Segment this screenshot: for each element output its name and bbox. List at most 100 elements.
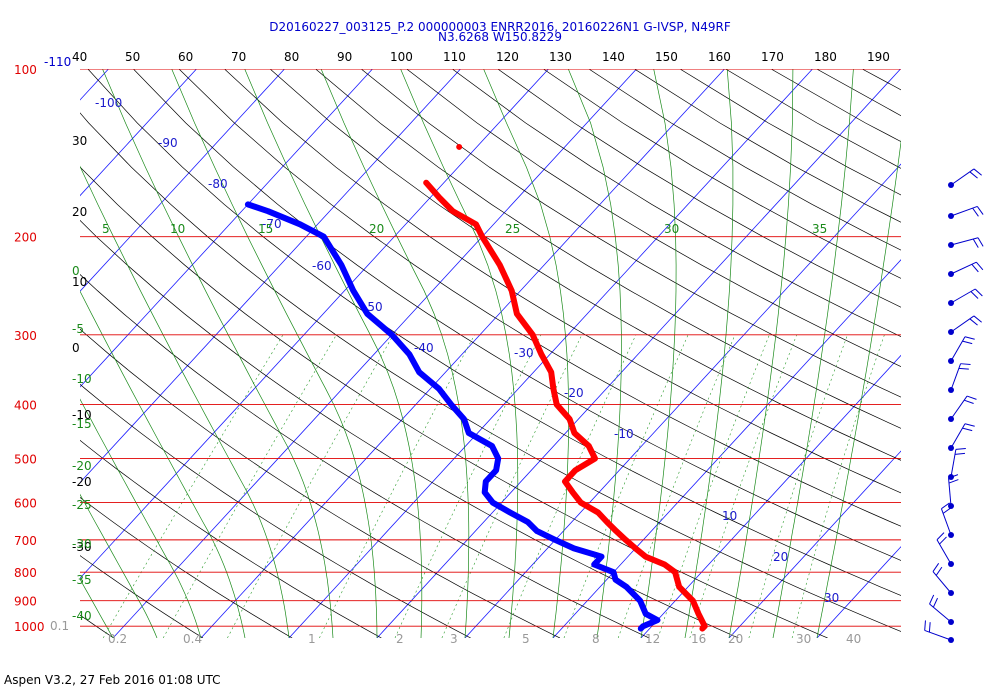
top-temp-label: 140 (602, 50, 625, 64)
dry-adiabat-line (87, 69, 901, 596)
mixing-ratio-label: 5 (522, 632, 530, 646)
wind-barb-feather (969, 318, 978, 326)
wind-barb-feather (954, 452, 965, 455)
isotherm-line (200, 69, 725, 638)
dry-adiabat-line (80, 383, 471, 638)
dry-adiabat-line (80, 614, 114, 638)
wind-barb-feather (928, 622, 931, 633)
wind-barb-feather (973, 168, 982, 176)
wind-barb-shaft (950, 237, 979, 246)
wind-barb-feather (964, 399, 974, 404)
chart-subtitle: N3.6268 W150.8229 (438, 30, 562, 44)
wind-barb-shaft (950, 395, 968, 420)
wind-barb (948, 205, 984, 219)
pressure-label: 500 (14, 452, 37, 466)
moist-adiabat-label: -35 (72, 573, 92, 587)
chart-title: D20160227_003125_P.2 000000003 ENRR2016,… (269, 20, 731, 34)
dry-adiabat-label: 25 (505, 222, 520, 236)
wind-barb-shaft (932, 571, 952, 594)
mixing-ratio-label: 12 (645, 632, 660, 646)
isotherm-label: -20 (564, 386, 584, 400)
left-theta-label: 0 (72, 341, 80, 355)
wind-barb (924, 620, 954, 643)
dry-adiabat-label: 15 (258, 222, 273, 236)
dry-adiabat-line (543, 69, 901, 279)
wind-barb-feather (932, 563, 940, 572)
isotherm-label: 10 (722, 509, 737, 523)
isotherm-label: -70 (262, 217, 282, 231)
moist-adiabat-line (80, 165, 290, 638)
dry-adiabat-line (80, 273, 650, 638)
moist-adiabat-label: 0 (72, 264, 80, 278)
moist-adiabat-line (80, 493, 158, 638)
isotherm-label: -40 (414, 341, 434, 355)
dry-adiabat-line (315, 69, 901, 429)
pressure-label: 200 (14, 231, 37, 245)
wind-barb (948, 474, 959, 509)
top-temp-label: 170 (761, 50, 784, 64)
pressure-label: 1000 (14, 620, 45, 634)
isotherm-line (288, 69, 813, 638)
dry-adiabat-line (953, 69, 1000, 638)
top-temp-label: 130 (549, 50, 572, 64)
dewpoint-profile (244, 201, 661, 632)
mixing-ratio-line (503, 334, 637, 638)
pressure-label: 800 (14, 566, 37, 580)
moist-adiabat-label: -5 (72, 322, 84, 336)
moist-adiabat-line (80, 290, 246, 638)
dry-adiabat-line (679, 69, 901, 196)
wind-barb (948, 168, 982, 188)
top-temp-label: 110 (443, 50, 466, 64)
wind-barb (948, 261, 984, 277)
mixing-ratio-line (748, 334, 848, 638)
moist-adiabat-line (684, 69, 734, 638)
mixing-ratio-line (227, 334, 394, 638)
isotherm-line (80, 69, 549, 579)
isotherm-label: -90 (158, 136, 178, 150)
top-temp-label: 120 (496, 50, 519, 64)
moist-adiabat-label: -25 (72, 498, 92, 512)
wind-barb-feather (948, 474, 959, 479)
moist-adiabat-label: -20 (72, 459, 92, 473)
temperature-point (456, 143, 463, 150)
left-theta-label: 20 (72, 205, 87, 219)
dry-adiabat-line (816, 69, 901, 117)
wind-barb-feather (939, 536, 947, 545)
wind-barb-shaft (950, 449, 957, 478)
isotherm-line (0, 69, 20, 638)
dry-adiabat-line (80, 219, 739, 638)
wind-barb (936, 532, 954, 567)
isotherm-line (80, 69, 285, 292)
isotherm-label: -100 (95, 96, 122, 110)
moist-adiabat-line (244, 69, 423, 638)
moist-adiabat-line (320, 69, 470, 638)
moist-adiabat-line (0, 69, 69, 638)
isotherm-label: 30 (824, 591, 839, 605)
mixing-ratio-label: 0.1 (50, 619, 69, 633)
isotherm-label: 20 (773, 550, 788, 564)
left-theta-label: -20 (72, 475, 92, 489)
isotherm-line (80, 69, 109, 101)
wind-barb-feather (932, 597, 938, 608)
dry-adiabat-line (80, 112, 901, 632)
wind-barb (948, 288, 983, 306)
wind-barb-feather (977, 237, 984, 247)
top-temp-label: 190 (867, 50, 890, 64)
moist-adiabat-line (171, 69, 378, 638)
dry-adiabat-line (178, 69, 901, 527)
left-theta-label: -30 (72, 540, 92, 554)
wind-barb (948, 395, 977, 422)
dry-adiabat-line (908, 69, 1000, 638)
mixing-ratio-line (791, 334, 885, 638)
top-temp-label: 90 (337, 50, 352, 64)
dry-adiabat-line (634, 69, 901, 223)
dry-adiabat-line (452, 69, 901, 338)
top-temp-label: 60 (178, 50, 193, 64)
mixing-ratio-label: 2 (396, 632, 404, 646)
moist-adiabat-line (0, 69, 25, 638)
dry-adiabat-label: 30 (664, 222, 679, 236)
isotherm-line (993, 69, 1000, 638)
mixing-ratio-label: 40 (846, 632, 861, 646)
mixing-ratio-label: 0.2 (108, 632, 127, 646)
mixing-ratio-line (162, 334, 337, 638)
